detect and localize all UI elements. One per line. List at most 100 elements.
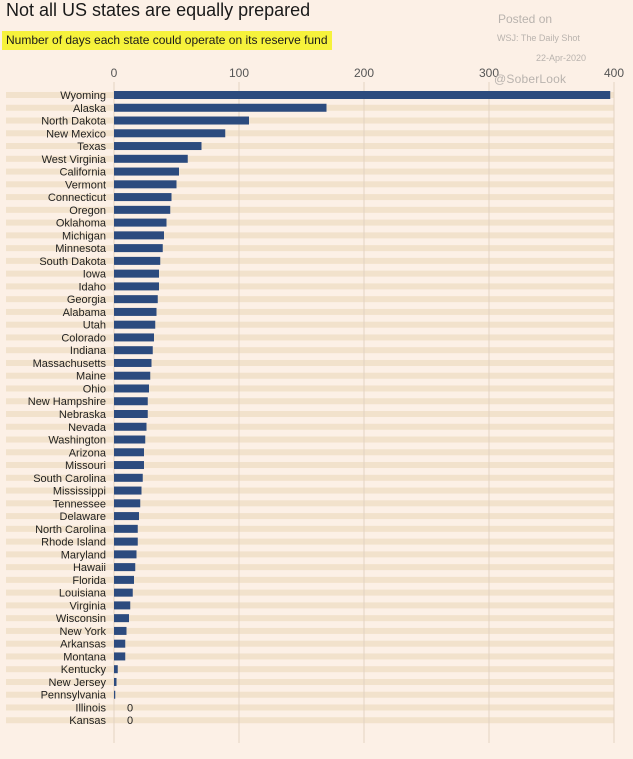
category-label: New Mexico — [46, 128, 106, 140]
watermark-source: WSJ: The Daily Shot — [497, 33, 580, 43]
category-label: Rhode Island — [41, 537, 106, 549]
category-label: Idaho — [78, 281, 106, 293]
category-label: Ohio — [83, 383, 106, 395]
row-band — [6, 653, 614, 660]
row-band — [6, 194, 614, 201]
row-band — [6, 717, 614, 724]
row-band — [6, 181, 614, 188]
bar — [114, 307, 157, 316]
row-band — [6, 245, 614, 252]
row-band — [6, 704, 614, 711]
category-label: Vermont — [65, 179, 106, 191]
bar — [114, 320, 156, 329]
bar — [114, 333, 154, 342]
bar — [114, 588, 133, 597]
row-band — [6, 564, 614, 571]
category-label: Arizona — [69, 447, 107, 459]
row-band — [6, 232, 614, 239]
category-label: Missouri — [65, 460, 106, 472]
bar — [114, 180, 177, 189]
bar — [114, 410, 148, 418]
row-band — [6, 308, 614, 315]
category-label: Connecticut — [48, 192, 106, 204]
bar — [114, 524, 138, 533]
bar — [114, 167, 179, 176]
bar — [114, 282, 159, 291]
category-label: Wisconsin — [56, 613, 106, 625]
category-label: Maine — [76, 371, 106, 383]
category-label: Virginia — [70, 600, 107, 612]
bar — [114, 256, 161, 265]
page-title: Not all US states are equally prepared — [6, 0, 311, 20]
x-axis-ticks: 0 100 200 300 400 — [111, 66, 625, 80]
x-tick-label: 200 — [354, 66, 374, 80]
category-label: Nebraska — [59, 409, 107, 421]
row-band — [6, 347, 614, 354]
bar — [114, 244, 163, 253]
category-label: Alaska — [73, 103, 107, 115]
bar — [114, 142, 202, 151]
bar — [114, 575, 134, 584]
bar — [114, 218, 167, 227]
category-label: Nevada — [68, 422, 107, 434]
row-band — [6, 257, 614, 264]
chart-subtitle: Number of days each state could operate … — [2, 31, 332, 50]
bar — [114, 371, 151, 380]
category-label: New Hampshire — [28, 396, 106, 408]
bar — [114, 486, 142, 495]
row-band — [6, 691, 614, 698]
bar — [114, 448, 144, 457]
bar — [114, 435, 146, 444]
bars — [114, 91, 611, 699]
category-label: Alabama — [63, 307, 107, 319]
category-label: Mississippi — [53, 486, 106, 498]
category-label: West Virginia — [42, 154, 107, 166]
row-band — [6, 398, 614, 405]
category-label: Indiana — [70, 345, 107, 357]
row-band — [6, 436, 614, 443]
row-band — [6, 589, 614, 596]
row-band — [6, 283, 614, 290]
category-label: Illinois — [75, 702, 106, 714]
bar — [114, 677, 117, 686]
bar — [114, 154, 188, 163]
bar — [114, 205, 171, 214]
category-label: Colorado — [61, 332, 106, 344]
bar — [114, 91, 611, 99]
row-band — [6, 474, 614, 481]
value-labels: 00 — [127, 702, 133, 727]
x-tick-label: 0 — [111, 66, 118, 80]
bar — [114, 601, 131, 610]
bar — [114, 473, 143, 482]
category-label: North Carolina — [35, 524, 107, 536]
category-label: Kentucky — [61, 664, 107, 676]
row-band — [6, 513, 614, 520]
bar — [114, 626, 127, 635]
bar — [114, 397, 148, 406]
watermark-posted: Posted on — [498, 12, 553, 26]
bar — [114, 346, 153, 355]
row-band — [6, 640, 614, 647]
category-label: Washington — [48, 435, 106, 447]
row-bands — [6, 92, 614, 724]
row-band — [6, 372, 614, 379]
watermark-handle: @SoberLook — [494, 72, 567, 86]
row-band — [6, 385, 614, 392]
row-band — [6, 296, 614, 303]
bar — [114, 512, 139, 521]
category-label: Iowa — [83, 269, 107, 281]
row-band — [6, 627, 614, 634]
bar — [114, 537, 138, 546]
x-tick-label: 100 — [229, 66, 249, 80]
category-label: Montana — [63, 651, 107, 663]
bar — [114, 358, 152, 367]
row-band — [6, 487, 614, 494]
bar — [114, 295, 158, 304]
category-label: North Dakota — [41, 116, 107, 128]
row-band — [6, 155, 614, 162]
category-label: Kansas — [69, 715, 106, 727]
bar — [114, 231, 164, 240]
category-label: Michigan — [62, 230, 106, 242]
